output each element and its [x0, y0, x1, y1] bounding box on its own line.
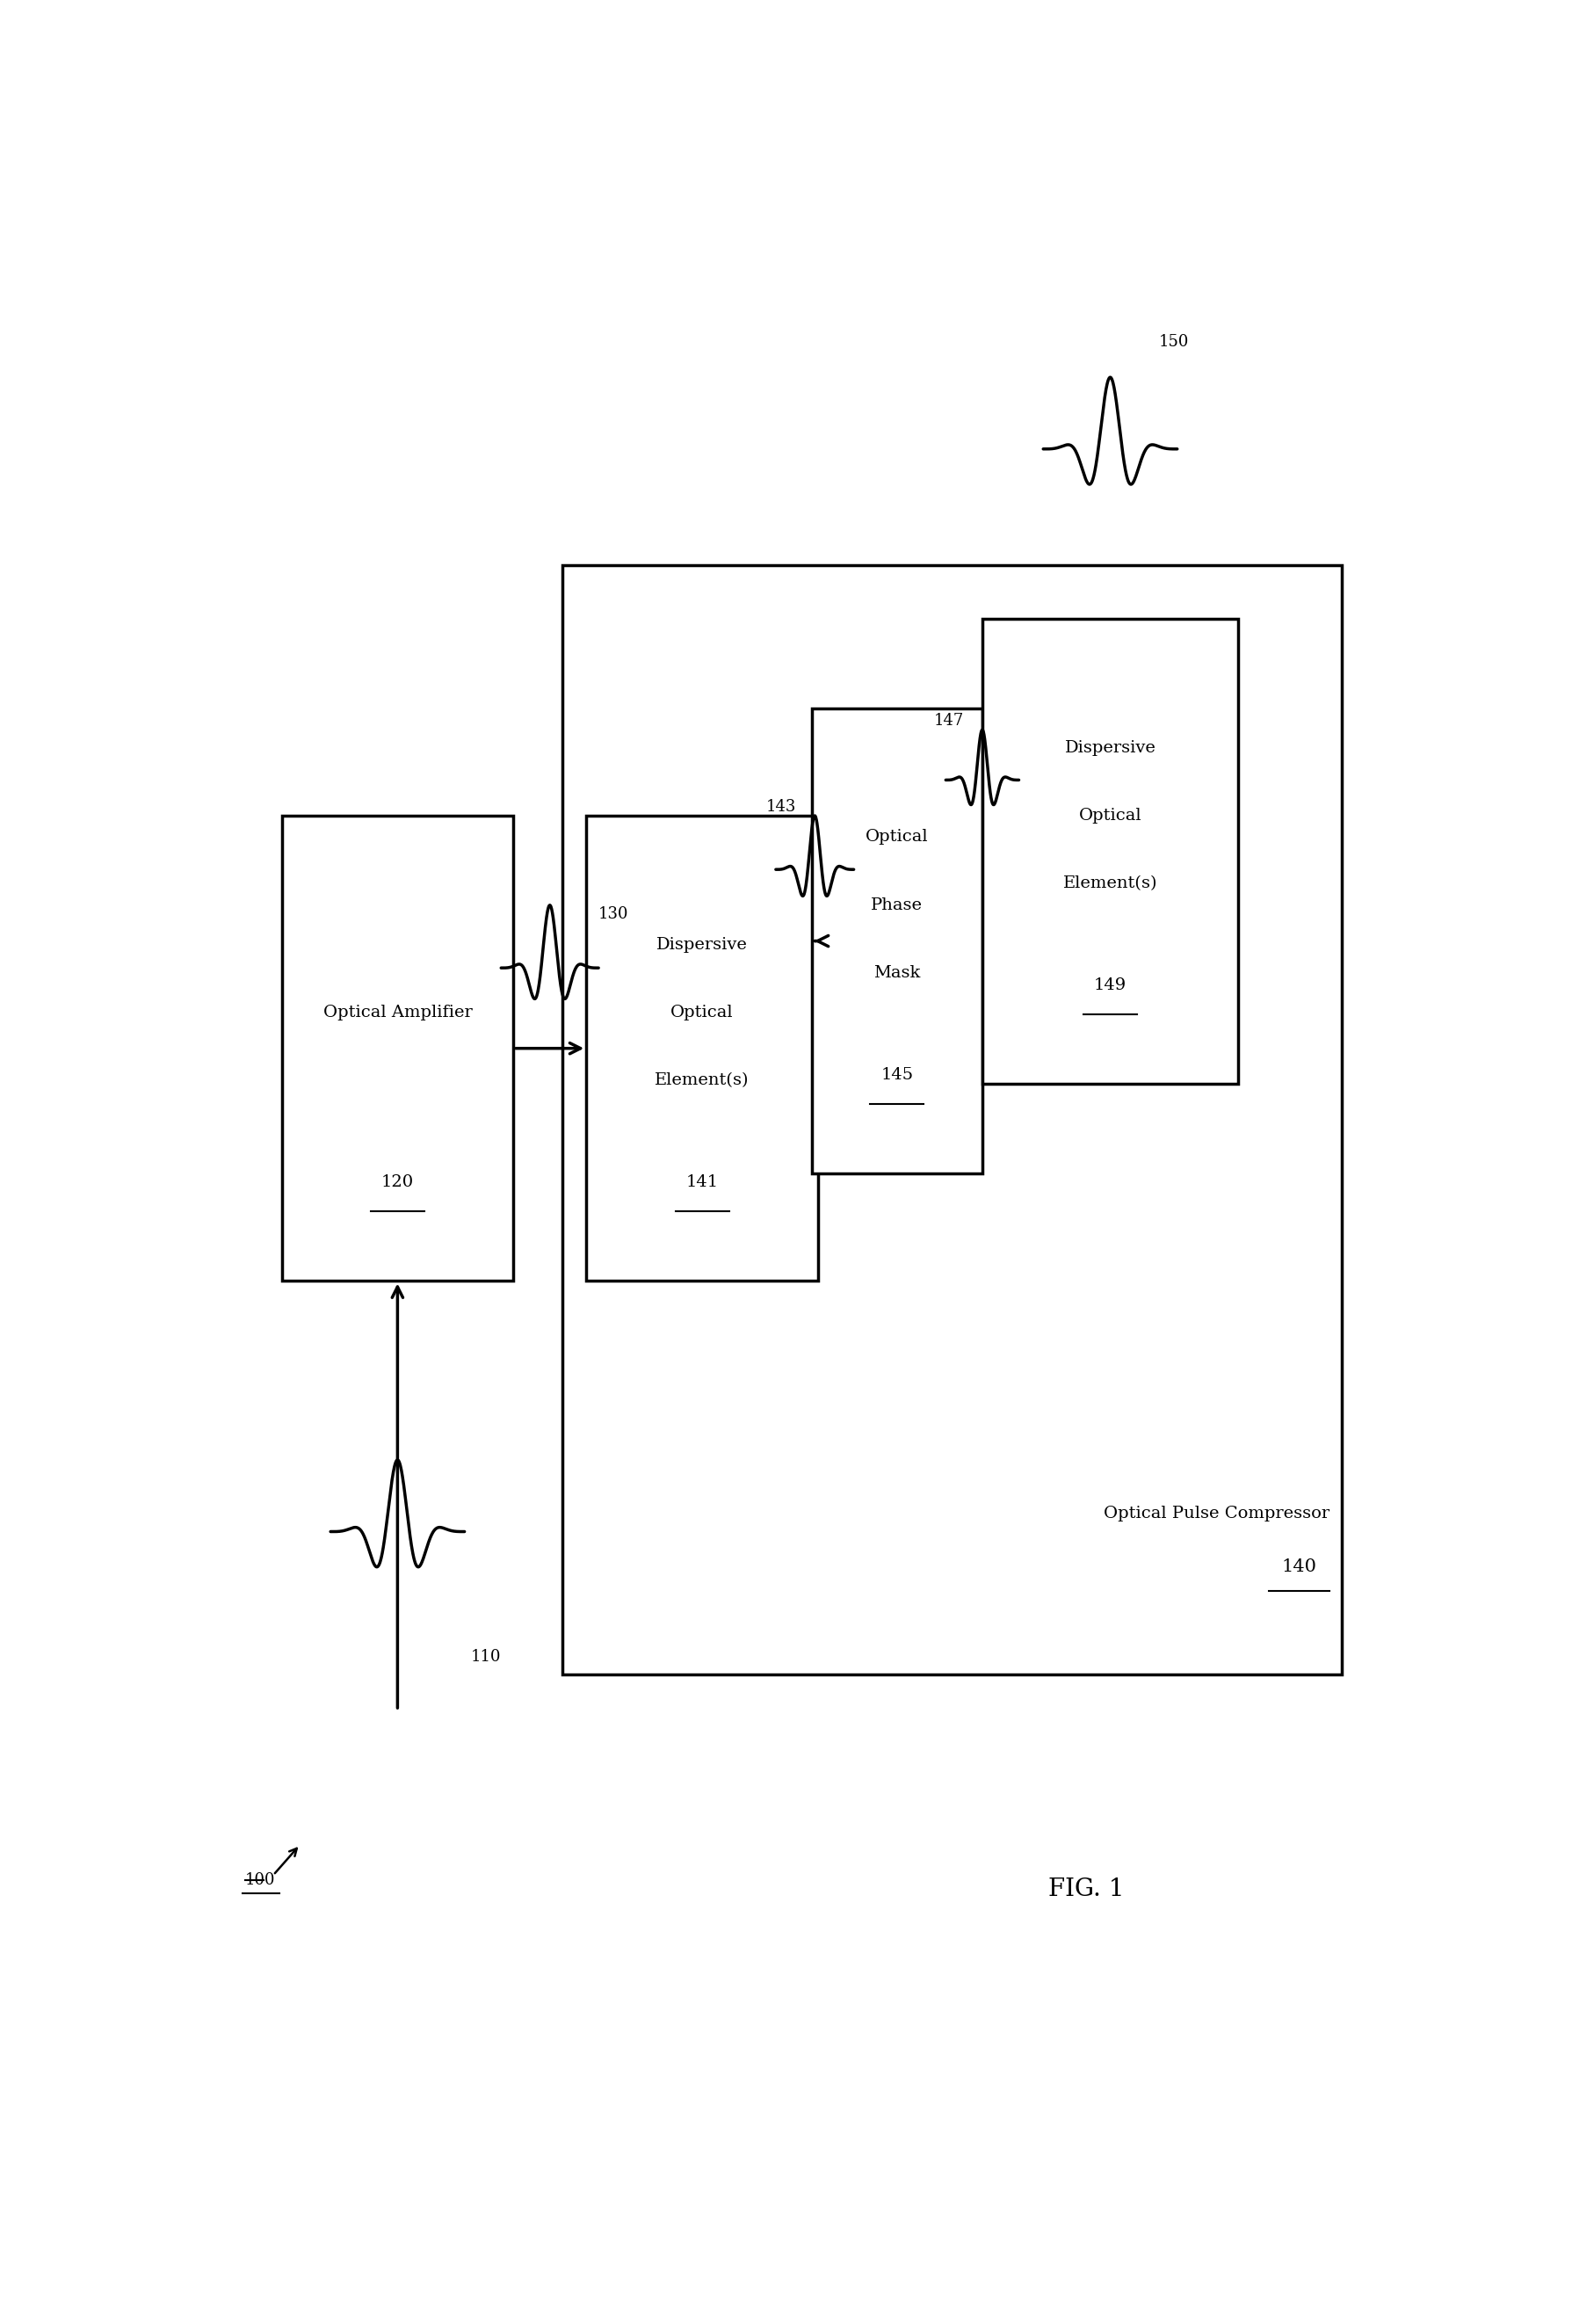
- Text: Dispersive: Dispersive: [1064, 739, 1155, 755]
- Text: 140: 140: [1281, 1559, 1317, 1576]
- Text: Element(s): Element(s): [656, 1074, 750, 1088]
- Text: 120: 120: [380, 1174, 413, 1190]
- Text: Optical: Optical: [671, 1004, 734, 1020]
- Bar: [586, 816, 817, 1281]
- Text: 100: 100: [245, 1873, 275, 1889]
- Text: 147: 147: [934, 713, 964, 730]
- Text: Element(s): Element(s): [1063, 876, 1157, 892]
- Text: Phase: Phase: [871, 897, 923, 913]
- Text: 141: 141: [685, 1174, 718, 1190]
- Text: Optical Pulse Compressor: Optical Pulse Compressor: [1104, 1506, 1330, 1522]
- Text: Optical: Optical: [1078, 809, 1141, 823]
- Text: 143: 143: [766, 799, 797, 816]
- Text: 130: 130: [599, 906, 629, 923]
- Bar: [811, 709, 982, 1174]
- Text: Mask: Mask: [874, 964, 921, 981]
- Text: 150: 150: [1159, 335, 1188, 349]
- Bar: [982, 618, 1239, 1083]
- Text: Optical Amplifier: Optical Amplifier: [322, 1004, 472, 1020]
- Bar: [563, 565, 1342, 1676]
- Text: 110: 110: [470, 1648, 501, 1664]
- Text: Dispersive: Dispersive: [657, 937, 748, 953]
- Bar: [281, 816, 512, 1281]
- Text: FIG. 1: FIG. 1: [1049, 1878, 1124, 1901]
- Text: 145: 145: [880, 1067, 913, 1083]
- Text: 149: 149: [1094, 978, 1127, 995]
- Text: Optical: Optical: [866, 830, 929, 846]
